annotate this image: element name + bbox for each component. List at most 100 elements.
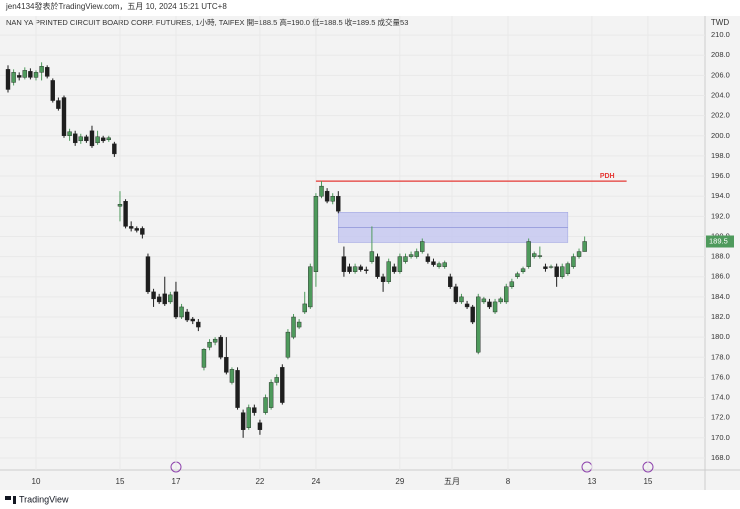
candle-body (280, 367, 285, 403)
x-tick-label: 17 (172, 477, 181, 486)
candle-body (313, 195, 319, 272)
candle-body (470, 306, 475, 323)
candle-body (464, 303, 470, 308)
y-tick-label: 186.0 (711, 272, 730, 281)
candle-body (229, 369, 235, 383)
candle-body (397, 256, 403, 272)
candle-body (582, 241, 587, 252)
last-price-label: 189.5 (709, 236, 728, 245)
candle-body (302, 303, 307, 313)
candle-body (123, 201, 128, 227)
candle-body (308, 266, 313, 308)
x-tick-label: 15 (643, 477, 652, 486)
candle-body (453, 286, 459, 303)
candle-body (537, 255, 543, 257)
candle-body (17, 75, 22, 78)
candle-body (168, 294, 173, 303)
candle-body (375, 256, 380, 277)
x-tick-label: 29 (395, 477, 404, 486)
x-tick-label: 22 (255, 477, 264, 486)
y-tick-label: 170.0 (711, 433, 730, 442)
candle-body (442, 262, 447, 267)
candle-body (431, 261, 436, 265)
candle-body (134, 228, 139, 231)
y-tick-label: 206.0 (711, 70, 730, 79)
x-tick-label: 13 (587, 477, 596, 486)
y-tick-label: 208.0 (711, 50, 730, 59)
y-tick-label: 196.0 (711, 171, 730, 180)
candle-body (263, 397, 268, 413)
candle-body (240, 412, 246, 430)
candle-body (78, 136, 83, 142)
candle-body (162, 293, 167, 305)
y-tick-label: 184.0 (711, 292, 730, 301)
y-tick-label: 188.0 (711, 252, 730, 261)
candle-body (319, 185, 324, 197)
y-tick-label: 192.0 (711, 211, 730, 220)
y-tick-label: 194.0 (711, 191, 730, 200)
candle-body (196, 321, 201, 328)
candle-body (156, 296, 162, 303)
candle-body (89, 130, 95, 147)
candle-body (330, 195, 335, 202)
candle-body (11, 72, 16, 83)
candle-body (224, 357, 229, 373)
candle-body (106, 137, 111, 141)
candle-body (526, 241, 531, 267)
candle-body (72, 133, 78, 144)
candle-body (336, 195, 341, 212)
candle-body (117, 204, 123, 207)
x-tick-label: 15 (116, 477, 125, 486)
y-tick-label: 182.0 (711, 312, 730, 321)
candle-body (274, 377, 279, 383)
candle-body (520, 268, 526, 272)
candle-body (56, 100, 61, 109)
candle-body (347, 266, 352, 272)
candle-body (341, 256, 347, 272)
candle-body (532, 253, 537, 257)
chart-title: NAN YA PRINTED CIRCUIT BOARD CORP. FUTUR… (6, 17, 408, 27)
candle-body (218, 336, 223, 358)
candle-body (44, 67, 50, 77)
candle-body (369, 251, 375, 262)
candle-body (212, 338, 218, 343)
candle-body (571, 256, 576, 267)
candle-body (5, 69, 11, 90)
candle-body (190, 318, 195, 322)
candle-body (207, 341, 212, 348)
candle-body (324, 190, 330, 202)
candle-body (560, 266, 565, 277)
candle-body (285, 331, 291, 358)
candle-body (100, 137, 106, 142)
candle-body (459, 296, 464, 303)
candle-body (425, 256, 431, 262)
footer-text: TradingView (19, 494, 69, 504)
candle-body (173, 291, 179, 318)
y-tick-label: 172.0 (711, 413, 730, 422)
candle-body (33, 72, 39, 78)
y-tick-label: 204.0 (711, 91, 730, 100)
candle-body (420, 241, 425, 252)
footer-logo (5, 496, 16, 504)
candle-body (268, 382, 274, 408)
candle-body (235, 370, 240, 408)
candle-body (184, 311, 190, 321)
x-tick-label: 10 (32, 477, 41, 486)
candle-body (364, 269, 369, 271)
candle-body (408, 254, 414, 257)
last-price-box (706, 235, 734, 248)
candle-body (515, 273, 520, 277)
currency: TWD (711, 18, 729, 27)
candle-body (352, 266, 358, 272)
candle-body (201, 349, 207, 368)
candle-body (554, 266, 559, 277)
y-tick-label: 210.0 (711, 30, 730, 39)
candle-body (145, 256, 151, 293)
candle-body (291, 316, 296, 338)
candle-body (84, 136, 89, 142)
candle-body (128, 226, 134, 229)
y-tick-label: 176.0 (711, 372, 730, 381)
candle-body (151, 291, 156, 300)
candle-body (509, 281, 515, 288)
